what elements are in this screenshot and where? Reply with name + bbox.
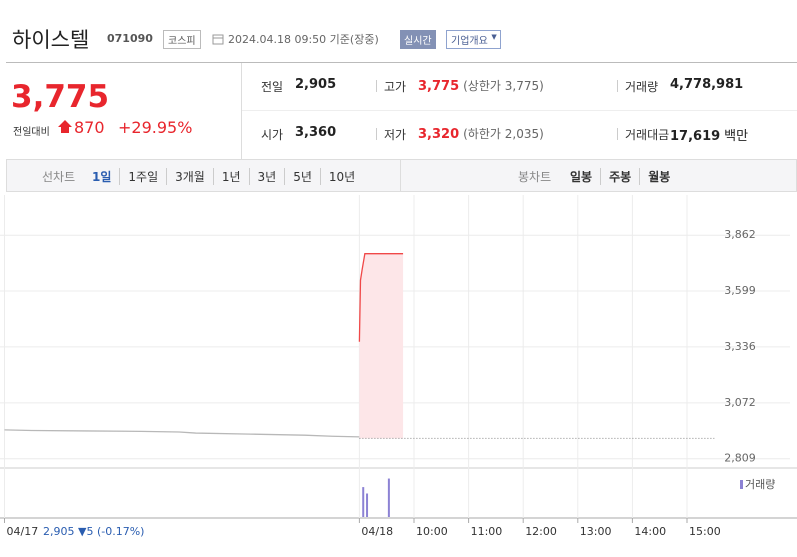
period-tab[interactable]: 1주일 <box>119 168 166 185</box>
item-label: 거래대금 <box>625 128 670 142</box>
area-fill <box>359 253 404 439</box>
volume-legend-swatch <box>740 480 743 489</box>
item-value-group: 17,619 백만 <box>670 125 748 144</box>
x-tick-label: 04/17 <box>7 525 39 538</box>
line-chart-label: 선차트 <box>42 170 76 184</box>
x-tick-label: 15:00 <box>689 525 721 538</box>
period-tabs: 1일 1주일 3개월 1년 3년 5년 10년 <box>84 168 363 185</box>
period-tab[interactable]: 3개월 <box>166 168 213 185</box>
item-value: 17,619 <box>670 129 721 144</box>
item-separator <box>376 128 377 140</box>
calendar-icon <box>212 34 224 45</box>
current-price: 3,775 <box>11 79 110 115</box>
price-line <box>4 429 360 438</box>
item-label: 시가 <box>261 128 284 142</box>
company-button[interactable]: 기업개요 ▼ <box>446 30 501 49</box>
volume-bar <box>387 478 390 517</box>
item-value-group: 2,905 <box>295 77 336 92</box>
datetime: 2024.04.18 09:50 기준(장중) <box>228 33 379 46</box>
volume-bar <box>366 493 369 517</box>
item-separator <box>376 80 377 92</box>
item-label: 저가 <box>384 128 407 142</box>
change-rate: +29.95% <box>118 118 193 137</box>
item-value-group: 3,320 (하한가 2,035) <box>418 125 544 142</box>
item-value: 3,320 <box>418 127 460 142</box>
volume-bar <box>362 487 365 517</box>
period-tab[interactable]: 5년 <box>284 168 320 185</box>
change-amount: 870 <box>74 118 105 137</box>
y-tick-label: 3,599 <box>724 284 756 297</box>
y-tick-label: 2,809 <box>724 452 756 465</box>
period-tab[interactable]: 1일 <box>92 170 112 184</box>
item-label: 거래량 <box>625 80 659 94</box>
item-value: 4,778,981 <box>670 77 744 92</box>
y-tick-label: 3,336 <box>724 340 756 353</box>
x-tick-label: 11:00 <box>471 525 503 538</box>
item-note: (하한가 2,035) <box>463 127 544 141</box>
item-value: 3,775 <box>418 79 460 94</box>
candle-tab[interactable]: 주봉 <box>600 168 639 185</box>
x-tick-label: 13:00 <box>580 525 612 538</box>
item-label: 고가 <box>384 80 407 94</box>
item-separator <box>617 80 618 92</box>
volume-legend: 거래량 <box>745 478 775 491</box>
company-button-text: 기업개요 <box>451 36 488 47</box>
candle-tabs: 일봉 주봉 월봉 <box>562 168 678 185</box>
stock-name: 하이스텔 <box>12 28 90 52</box>
tab-divider <box>400 160 401 191</box>
x-tick-label: 14:00 <box>634 525 666 538</box>
item-unit: 백만 <box>724 129 749 144</box>
item-value-group: 3,360 <box>295 125 336 140</box>
item-value: 3,360 <box>295 125 337 140</box>
period-tab[interactable]: 3년 <box>248 168 285 185</box>
period-tab[interactable]: 1년 <box>212 168 249 185</box>
item-note: (상한가 3,775) <box>463 79 544 93</box>
item-label: 전일 <box>261 80 284 94</box>
y-tick-label: 3,072 <box>724 396 756 409</box>
chart: 2,809 3,072 3,336 3,599 3,862 04/17 04/18 10:00… <box>0 195 797 538</box>
price-line <box>358 253 404 342</box>
candle-tab[interactable]: 월봉 <box>639 168 678 185</box>
item-value-group: 4,778,981 <box>670 77 743 92</box>
annotation: 2,905 ▼5 (-0.17%) <box>43 525 144 538</box>
item-value-group: 3,775 (상한가 3,775) <box>418 77 544 94</box>
item-separator <box>617 128 618 140</box>
stock-code: 071090 <box>107 32 153 45</box>
tab-bar <box>6 159 797 192</box>
dropdown-caret: ▼ <box>491 33 497 41</box>
item-value: 2,905 <box>295 77 337 92</box>
x-tick-label: 04/18 <box>361 525 393 538</box>
up-arrow <box>58 120 72 133</box>
candle-chart-label: 봉차트 <box>518 170 552 184</box>
x-tick-label: 10:00 <box>416 525 448 538</box>
candle-tab[interactable]: 일봉 <box>570 170 593 184</box>
change-label: 전일대비 <box>13 127 50 138</box>
market-badge: 코스피 <box>163 30 201 49</box>
summary-divider <box>241 63 242 159</box>
period-tab[interactable]: 10년 <box>319 168 363 185</box>
summary-row-divider <box>242 110 797 111</box>
realtime-button[interactable]: 실시간 <box>400 30 436 49</box>
y-tick-label: 3,862 <box>724 228 756 241</box>
x-tick-label: 12:00 <box>525 525 557 538</box>
